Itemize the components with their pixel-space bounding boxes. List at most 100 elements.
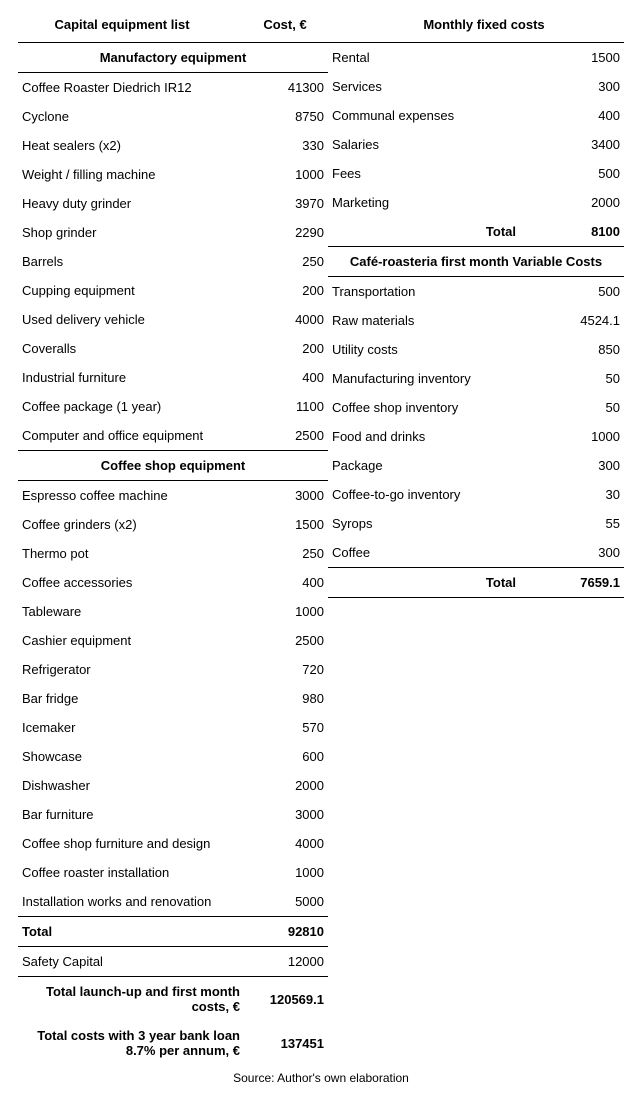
equipment-cost: 8750 bbox=[250, 102, 328, 131]
fixed-total-label: Total bbox=[328, 217, 546, 247]
equipment-cost: 600 bbox=[250, 742, 328, 771]
equipment-label: Industrial furniture bbox=[18, 363, 250, 392]
loan-total-value: 137451 bbox=[250, 1021, 328, 1065]
equipment-label: Bar fridge bbox=[18, 684, 250, 713]
equipment-label: Coffee grinders (x2) bbox=[18, 510, 250, 539]
equipment-cost: 1000 bbox=[250, 597, 328, 626]
variable-cost-value: 55 bbox=[546, 509, 624, 538]
equipment-label: Installation works and renovation bbox=[18, 887, 250, 917]
variable-cost-label: Manufacturing inventory bbox=[328, 364, 546, 393]
header-monthly: Monthly fixed costs bbox=[344, 10, 624, 43]
equipment-label: Bar furniture bbox=[18, 800, 250, 829]
total-value: 92810 bbox=[250, 917, 328, 947]
header-table: Capital equipment list Cost, € Monthly f… bbox=[18, 10, 624, 43]
equipment-cost: 4000 bbox=[250, 305, 328, 334]
total-label: Total bbox=[18, 917, 250, 947]
left-column: Manufactory equipment Coffee Roaster Die… bbox=[18, 43, 328, 1065]
variable-cost-value: 50 bbox=[546, 364, 624, 393]
fixed-cost-value: 1500 bbox=[546, 43, 624, 72]
variable-cost-label: Package bbox=[328, 451, 546, 480]
fixed-cost-label: Rental bbox=[328, 43, 546, 72]
equipment-label: Cupping equipment bbox=[18, 276, 250, 305]
variable-cost-label: Coffee-to-go inventory bbox=[328, 480, 546, 509]
equipment-label: Showcase bbox=[18, 742, 250, 771]
equipment-label: Heavy duty grinder bbox=[18, 189, 250, 218]
source-note: Source: Author's own elaboration bbox=[18, 1071, 624, 1085]
safety-capital-label: Safety Capital bbox=[18, 947, 250, 977]
header-capital: Capital equipment list bbox=[18, 10, 226, 43]
equipment-cost: 1000 bbox=[250, 858, 328, 887]
equipment-label: Heat sealers (x2) bbox=[18, 131, 250, 160]
manufactory-title: Manufactory equipment bbox=[18, 43, 328, 73]
variable-cost-value: 1000 bbox=[546, 422, 624, 451]
fixed-cost-label: Communal expenses bbox=[328, 101, 546, 130]
capital-equipment-table: Manufactory equipment Coffee Roaster Die… bbox=[18, 43, 328, 1065]
fixed-cost-value: 2000 bbox=[546, 188, 624, 217]
header-cost: Cost, € bbox=[226, 10, 344, 43]
equipment-cost: 3970 bbox=[250, 189, 328, 218]
fixed-cost-label: Marketing bbox=[328, 188, 546, 217]
safety-capital-value: 12000 bbox=[250, 947, 328, 977]
variable-cost-value: 4524.1 bbox=[546, 306, 624, 335]
equipment-label: Espresso coffee machine bbox=[18, 481, 250, 510]
variable-cost-value: 300 bbox=[546, 451, 624, 480]
equipment-cost: 200 bbox=[250, 334, 328, 363]
equipment-cost: 3000 bbox=[250, 481, 328, 510]
fixed-cost-value: 3400 bbox=[546, 130, 624, 159]
fixed-cost-value: 400 bbox=[546, 101, 624, 130]
equipment-label: Refrigerator bbox=[18, 655, 250, 684]
coffeeshop-title: Coffee shop equipment bbox=[18, 451, 328, 481]
equipment-cost: 330 bbox=[250, 131, 328, 160]
variable-cost-label: Syrops bbox=[328, 509, 546, 538]
equipment-cost: 400 bbox=[250, 568, 328, 597]
equipment-cost: 3000 bbox=[250, 800, 328, 829]
fixed-cost-label: Services bbox=[328, 72, 546, 101]
equipment-cost: 570 bbox=[250, 713, 328, 742]
launch-total-value: 120569.1 bbox=[250, 977, 328, 1021]
variable-costs-title: Café-roasteria first month Variable Cost… bbox=[328, 247, 624, 277]
fixed-cost-value: 500 bbox=[546, 159, 624, 188]
equipment-label: Used delivery vehicle bbox=[18, 305, 250, 334]
variable-cost-label: Utility costs bbox=[328, 335, 546, 364]
equipment-label: Barrels bbox=[18, 247, 250, 276]
equipment-label: Weight / filling machine bbox=[18, 160, 250, 189]
fixed-cost-value: 300 bbox=[546, 72, 624, 101]
equipment-cost: 2000 bbox=[250, 771, 328, 800]
cost-tables-document: Capital equipment list Cost, € Monthly f… bbox=[0, 0, 642, 1095]
loan-total-label: Total costs with 3 year bank loan 8.7% p… bbox=[18, 1021, 250, 1065]
launch-total-label: Total launch-up and first month costs, € bbox=[18, 977, 250, 1021]
equipment-label: Dishwasher bbox=[18, 771, 250, 800]
equipment-cost: 2500 bbox=[250, 421, 328, 451]
equipment-cost: 2500 bbox=[250, 626, 328, 655]
equipment-cost: 1000 bbox=[250, 160, 328, 189]
variable-cost-value: 30 bbox=[546, 480, 624, 509]
fixed-total-value: 8100 bbox=[546, 217, 624, 247]
variable-cost-value: 850 bbox=[546, 335, 624, 364]
equipment-cost: 4000 bbox=[250, 829, 328, 858]
monthly-costs-table: Rental1500Services300Communal expenses40… bbox=[328, 43, 624, 598]
variable-cost-label: Raw materials bbox=[328, 306, 546, 335]
equipment-cost: 980 bbox=[250, 684, 328, 713]
variable-total-value: 7659.1 bbox=[546, 568, 624, 598]
equipment-label: Coffee roaster installation bbox=[18, 858, 250, 887]
variable-cost-value: 300 bbox=[546, 538, 624, 568]
equipment-label: Cyclone bbox=[18, 102, 250, 131]
variable-cost-label: Coffee shop inventory bbox=[328, 393, 546, 422]
equipment-cost: 5000 bbox=[250, 887, 328, 917]
equipment-label: Coffee accessories bbox=[18, 568, 250, 597]
equipment-cost: 250 bbox=[250, 539, 328, 568]
equipment-cost: 1500 bbox=[250, 510, 328, 539]
variable-cost-label: Transportation bbox=[328, 277, 546, 306]
equipment-cost: 41300 bbox=[250, 73, 328, 103]
fixed-cost-label: Salaries bbox=[328, 130, 546, 159]
variable-cost-value: 50 bbox=[546, 393, 624, 422]
equipment-label: Shop grinder bbox=[18, 218, 250, 247]
equipment-cost: 1100 bbox=[250, 392, 328, 421]
equipment-label: Coffee Roaster Diedrich IR12 bbox=[18, 73, 250, 103]
variable-cost-value: 500 bbox=[546, 277, 624, 306]
equipment-label: Coveralls bbox=[18, 334, 250, 363]
equipment-label: Coffee shop furniture and design bbox=[18, 829, 250, 858]
equipment-label: Icemaker bbox=[18, 713, 250, 742]
equipment-label: Thermo pot bbox=[18, 539, 250, 568]
equipment-cost: 720 bbox=[250, 655, 328, 684]
